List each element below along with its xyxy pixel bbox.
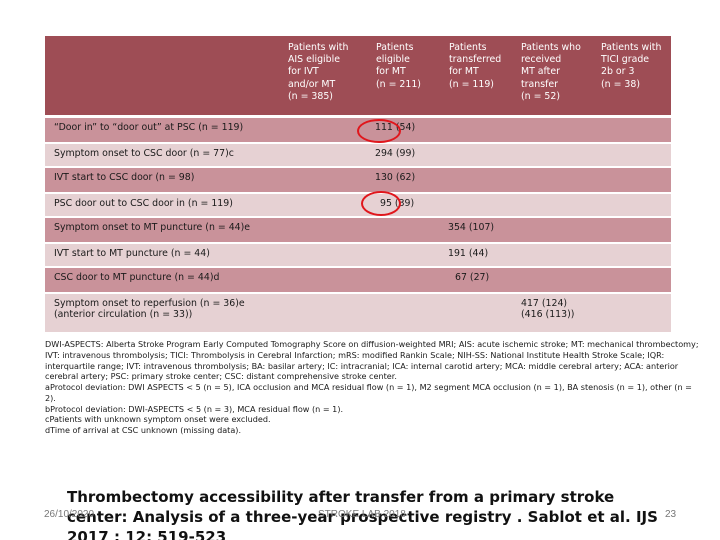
- table-header: Patients with AIS eligible for IVT and/o…: [45, 36, 671, 115]
- footer-center: STROKE LAB 2018: [318, 509, 406, 520]
- table-row: IVT start to CSC door (n = 98) 130 (62): [45, 168, 671, 192]
- row-value: 130 (62): [375, 172, 416, 183]
- header-received-mt: Patients who received MT after transfer …: [521, 42, 581, 102]
- header-transferred: Patients transferred for MT (n = 119): [449, 42, 502, 90]
- table-footnotes: DWI-ASPECTS: Alberta Stroke Program Earl…: [45, 339, 705, 436]
- highlight-circle: [361, 191, 401, 216]
- footnote-d: dTime of arrival at CSC unknown (missing…: [45, 425, 242, 435]
- row-label: “Door in” to “door out” at PSC (n = 119): [54, 122, 244, 133]
- footnote-a: aProtocol deviation: DWI ASPECTS < 5 (n …: [45, 382, 692, 403]
- results-table: Patients with AIS eligible for IVT and/o…: [45, 36, 671, 332]
- footnote-b: bProtocol deviation: DWI-ASPECTS < 5 (n …: [45, 403, 344, 414]
- header-ais-eligible: Patients with AIS eligible for IVT and/o…: [288, 42, 349, 102]
- table-row: IVT start to MT puncture (n = 44) 191 (4…: [45, 244, 671, 266]
- table-row: Symptom onset to CSC door (n = 77)c 294 …: [45, 144, 671, 166]
- row-label: IVT start to MT puncture (n = 44): [54, 248, 210, 259]
- row-label: Symptom onset to reperfusion (n = 36)e (…: [54, 298, 245, 321]
- row-label: CSC door to MT puncture (n = 44)d: [54, 272, 220, 283]
- row-value: 417 (124) (416 (113)): [521, 298, 575, 321]
- abbreviations-note: DWI-ASPECTS: Alberta Stroke Program Earl…: [45, 339, 699, 382]
- slide-caption: Thrombectomy accessibility after transfe…: [67, 488, 658, 540]
- row-value: 67 (27): [455, 272, 490, 283]
- table-row: CSC door to MT puncture (n = 44)d 67 (27…: [45, 268, 671, 292]
- row-value: 294 (99): [375, 148, 416, 159]
- row-value: 191 (44): [448, 248, 489, 259]
- table-row: Symptom onset to reperfusion (n = 36)e (…: [45, 294, 671, 332]
- row-label: Symptom onset to MT puncture (n = 44)e: [54, 222, 251, 233]
- footnote-c: cPatients with unknown symptom onset wer…: [45, 414, 271, 425]
- header-tici: Patients with TICI grade 2b or 3 (n = 38…: [601, 42, 662, 90]
- row-label: PSC door out to CSC door in (n = 119): [54, 198, 233, 209]
- table-row: “Door in” to “door out” at PSC (n = 119)…: [45, 118, 671, 142]
- table-row: PSC door out to CSC door in (n = 119) 95…: [45, 194, 671, 216]
- header-mt-eligible: Patients eligible for MT (n = 211): [376, 42, 421, 90]
- footer-date: 26/10/2020: [44, 509, 95, 520]
- slide-number: 23: [665, 509, 677, 520]
- row-value: 354 (107): [448, 222, 495, 233]
- row-label: Symptom onset to CSC door (n = 77)c: [54, 148, 234, 159]
- table-row: Symptom onset to MT puncture (n = 44)e 3…: [45, 218, 671, 242]
- highlight-circle: [357, 119, 401, 143]
- row-label: IVT start to CSC door (n = 98): [54, 172, 195, 183]
